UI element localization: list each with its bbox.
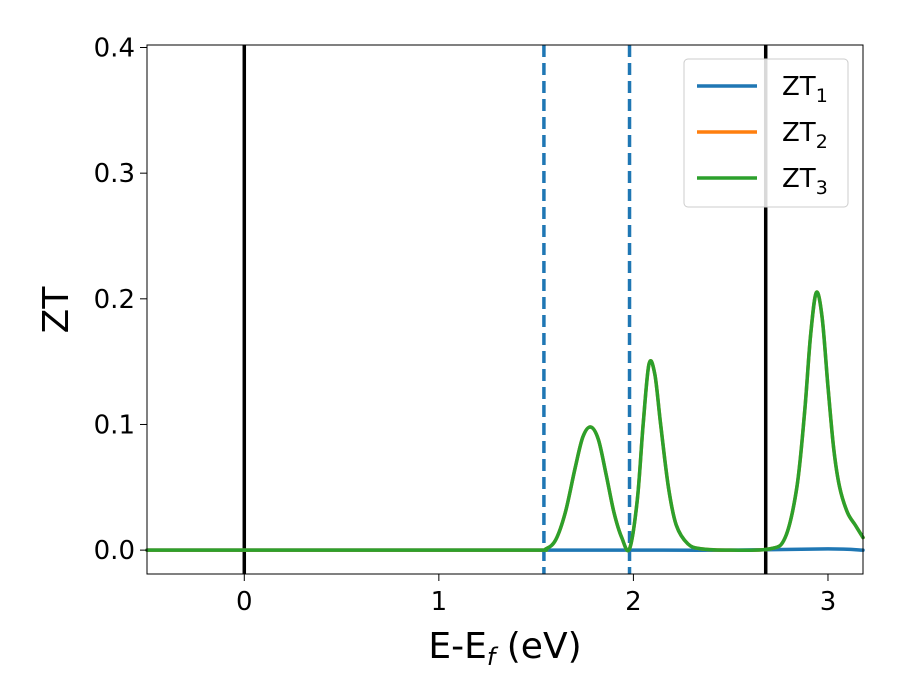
- y-tick-label-2: 0.2: [94, 285, 135, 315]
- y-tick-label-1: 0.1: [94, 410, 135, 440]
- x-tick-label-0: 0: [236, 587, 253, 617]
- y-axis-ticks: 0.0 0.1 0.2 0.3 0.4: [94, 34, 147, 566]
- legend: ZT1 ZT2 ZT3: [683, 58, 849, 208]
- legend-label-1: ZT1: [782, 72, 828, 107]
- y-tick-label-0: 0.0: [94, 536, 135, 566]
- series-line-3: [145, 290, 865, 553]
- legend-label-2: ZT2: [782, 118, 828, 153]
- legend-label-3: ZT3: [782, 164, 828, 199]
- x-tick-label-3: 3: [820, 587, 837, 617]
- series-lines: [145, 290, 865, 553]
- x-axis-label-tail: (eV): [495, 626, 581, 667]
- x-axis-ticks: 0 1 2 3: [236, 574, 836, 617]
- legend-box: [683, 58, 849, 208]
- x-tick-label-2: 2: [625, 587, 642, 617]
- y-axis-label: ZT: [36, 286, 77, 334]
- x-axis-label-main: E-E: [428, 626, 486, 667]
- x-axis-label: E-Ef (eV): [428, 626, 581, 671]
- plot-area-frame: [146, 44, 864, 575]
- x-tick-label-1: 1: [431, 587, 448, 617]
- y-tick-label-4: 0.4: [94, 34, 135, 64]
- y-tick-label-3: 0.3: [94, 159, 135, 189]
